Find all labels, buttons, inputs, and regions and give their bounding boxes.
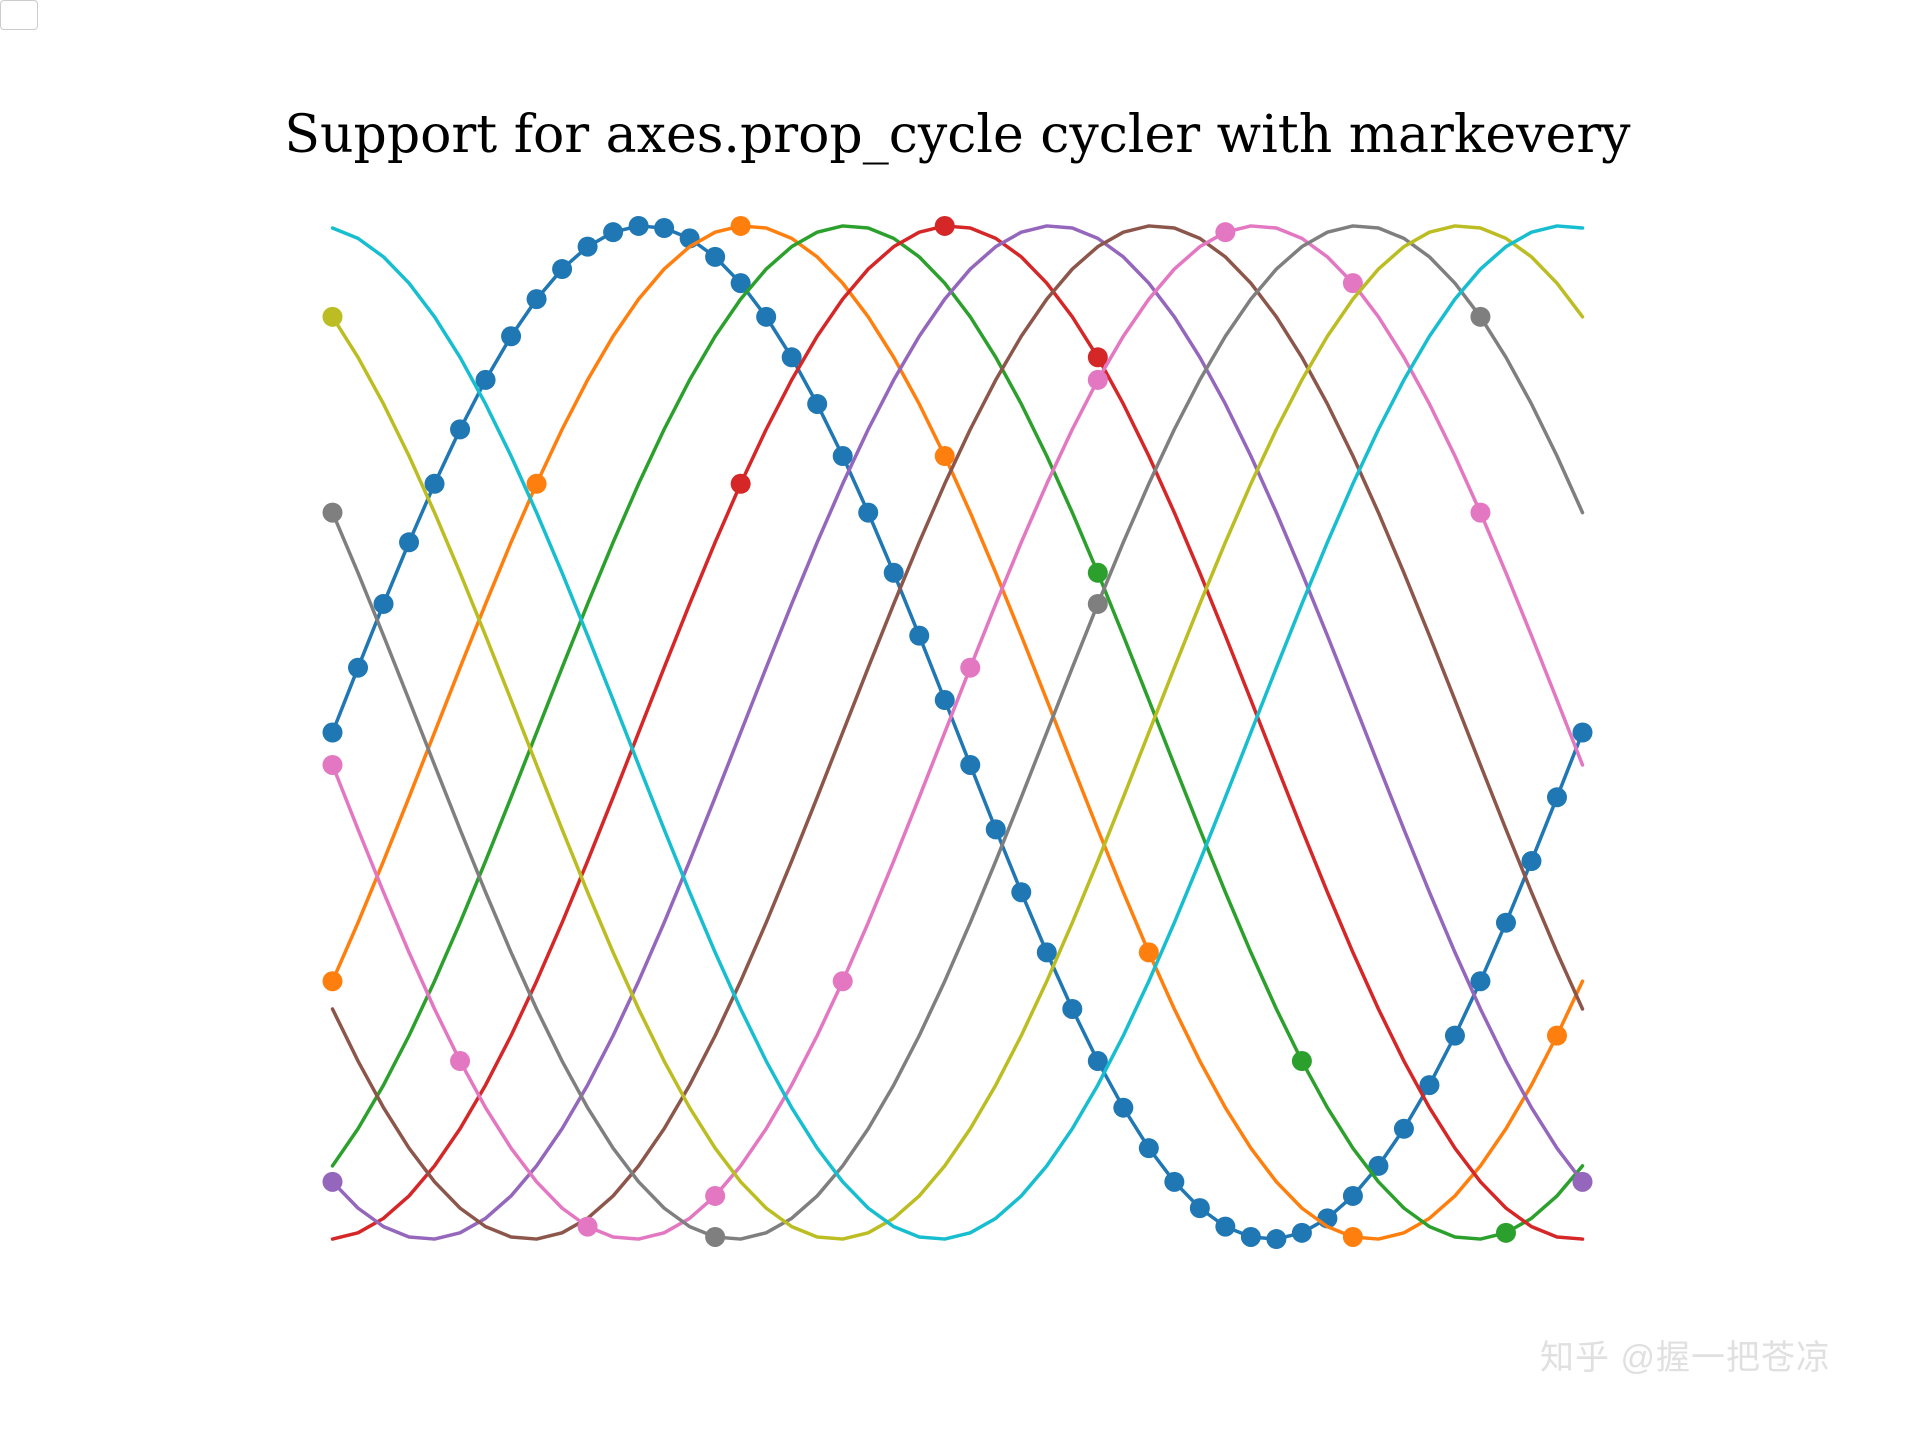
series-marker (1037, 942, 1057, 962)
series-marker (1215, 222, 1235, 242)
series-marker (348, 658, 368, 678)
series-marker (1241, 1227, 1261, 1247)
series-marker (450, 419, 470, 439)
series-marker (756, 307, 776, 327)
series-marker (1011, 882, 1031, 902)
series-marker (1088, 563, 1108, 583)
series-marker (1164, 1172, 1184, 1192)
series-marker (527, 474, 547, 494)
series-marker (1139, 942, 1159, 962)
series-marker (1139, 1138, 1159, 1158)
series-marker (1521, 851, 1541, 871)
series-marker (450, 1051, 470, 1071)
series-marker (1547, 1026, 1567, 1046)
series-marker (935, 446, 955, 466)
series-marker (705, 1186, 725, 1206)
series-marker (1088, 370, 1108, 390)
series-marker (1343, 1227, 1363, 1247)
figure: Support for axes.prop_cycle cycler with … (0, 0, 1920, 1440)
series-marker (1292, 1223, 1312, 1243)
series-marker (399, 532, 419, 552)
series-marker (960, 755, 980, 775)
series-marker (884, 563, 904, 583)
series-marker (1292, 1051, 1312, 1071)
series-marker (986, 819, 1006, 839)
series-marker (323, 307, 343, 327)
series-marker (1573, 723, 1593, 743)
series-marker (323, 971, 343, 991)
series-marker (1470, 971, 1490, 991)
series-marker (1343, 1186, 1363, 1206)
series-marker (731, 216, 751, 236)
series-marker (323, 723, 343, 743)
series-marker (935, 216, 955, 236)
legend (0, 0, 38, 30)
plot-area (0, 0, 1920, 1440)
series-marker (1445, 1026, 1465, 1046)
series-marker (476, 370, 496, 390)
series-marker (833, 446, 853, 466)
series-marker (1470, 307, 1490, 327)
series-marker (374, 594, 394, 614)
series-marker (1215, 1217, 1235, 1237)
series-marker (603, 222, 623, 242)
series-marker (909, 626, 929, 646)
series-marker (1547, 787, 1567, 807)
series-marker (960, 658, 980, 678)
series-marker (807, 394, 827, 414)
series-marker (1266, 1229, 1286, 1249)
watermark: 知乎 @握一把苍凉 (1540, 1330, 1831, 1379)
series-marker (1496, 913, 1516, 933)
series-marker (323, 503, 343, 523)
series-marker (1394, 1119, 1414, 1139)
series-marker (1496, 1223, 1516, 1243)
series-marker (705, 247, 725, 267)
series-marker (1062, 999, 1082, 1019)
series-marker (629, 216, 649, 236)
series-marker (1088, 347, 1108, 367)
series-marker (578, 1217, 598, 1237)
series-marker (1470, 503, 1490, 523)
series-marker (323, 1172, 343, 1192)
series-marker (782, 347, 802, 367)
series-marker (858, 503, 878, 523)
series-marker (578, 237, 598, 257)
series-marker (1088, 594, 1108, 614)
series-marker (731, 474, 751, 494)
series-marker (833, 971, 853, 991)
series-marker (935, 690, 955, 710)
series-marker (552, 259, 572, 279)
series-marker (501, 326, 521, 346)
series-marker (1190, 1198, 1210, 1218)
series-marker (1573, 1172, 1593, 1192)
series-marker (1113, 1098, 1133, 1118)
series-marker (323, 755, 343, 775)
series-marker (425, 474, 445, 494)
series-marker (654, 218, 674, 238)
series-marker (705, 1227, 725, 1247)
series-marker (527, 289, 547, 309)
